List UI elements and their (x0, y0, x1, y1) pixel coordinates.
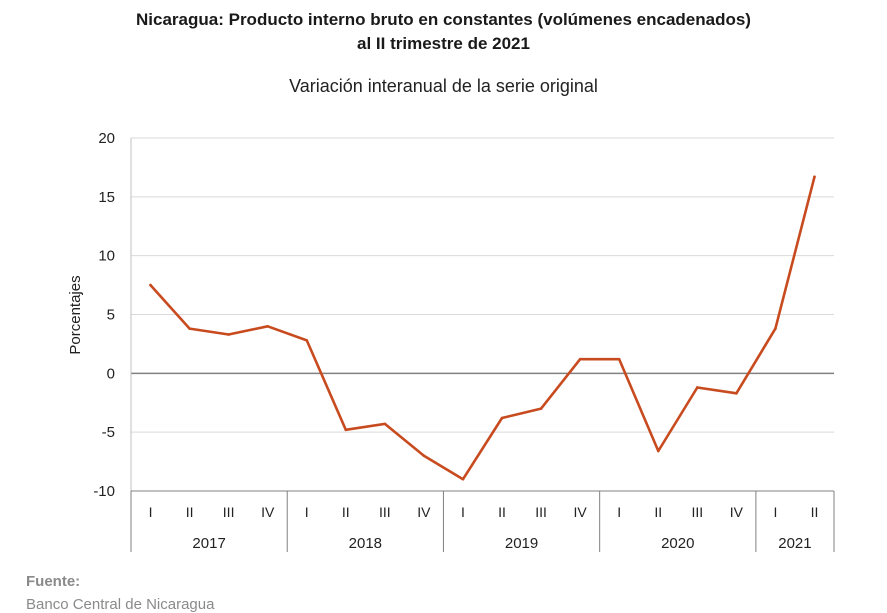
year-label: 2017 (192, 535, 225, 552)
y-tick-label: 15 (98, 189, 115, 206)
year-label: 2021 (778, 535, 811, 552)
data-point (500, 416, 504, 420)
y-axis-label: Porcentajes (67, 275, 84, 354)
y-tick-label: 10 (98, 248, 115, 265)
x-tick-label: IV (417, 504, 431, 520)
x-tick-label: III (691, 504, 703, 520)
chart-title-line-2: al II trimestre de 2021 (357, 34, 530, 53)
data-point (188, 327, 191, 330)
grid-layer (131, 137, 834, 492)
data-point (422, 454, 426, 458)
x-tick-label: II (498, 504, 506, 520)
data-point (656, 449, 660, 453)
chart-subtitle: Variación interanual de la serie origina… (289, 76, 598, 96)
chart-title-line-1: Nicaragua: Producto interno bruto en con… (136, 10, 751, 29)
x-tick-label: I (305, 504, 309, 520)
x-tick-label: IV (574, 504, 588, 520)
data-point (539, 407, 543, 410)
series-layer (149, 175, 816, 481)
x-tick-label: I (149, 504, 153, 520)
x-tick-label: II (811, 504, 819, 520)
series-line (149, 175, 816, 481)
data-point (461, 477, 465, 481)
y-tick-label: 0 (107, 365, 115, 382)
data-point (266, 324, 269, 328)
data-point (774, 327, 777, 330)
source-label: Fuente: (26, 573, 81, 590)
x-tick-label: I (773, 504, 777, 520)
x-tick-label: III (535, 504, 547, 520)
data-point (149, 283, 152, 287)
data-point (578, 357, 582, 361)
x-tick-label: II (342, 504, 350, 520)
year-label: 2019 (505, 535, 538, 552)
x-tick-label: I (461, 504, 465, 520)
data-point (735, 392, 738, 395)
x-tick-label: I (617, 504, 621, 520)
year-label: 2018 (349, 535, 382, 552)
x-tick-label: II (186, 504, 194, 520)
y-tick-label: 20 (98, 130, 115, 147)
y-tick-label: 5 (107, 307, 115, 324)
x-tick-label: III (223, 504, 235, 520)
data-point (305, 339, 309, 342)
x-tick-label: II (654, 504, 662, 520)
data-point (227, 333, 230, 336)
x-tick-label: III (379, 504, 391, 520)
data-point (813, 175, 816, 179)
source-text: Banco Central de Nicaragua (26, 596, 215, 613)
data-point (344, 428, 348, 432)
year-label: 2020 (661, 535, 694, 552)
data-point (696, 386, 699, 389)
y-tick-label: -5 (102, 424, 115, 441)
data-point (383, 422, 387, 426)
data-point (617, 357, 621, 361)
x-tick-label: IV (261, 504, 275, 520)
y-tick-label: -10 (93, 483, 115, 500)
x-tick-label: IV (730, 504, 744, 520)
